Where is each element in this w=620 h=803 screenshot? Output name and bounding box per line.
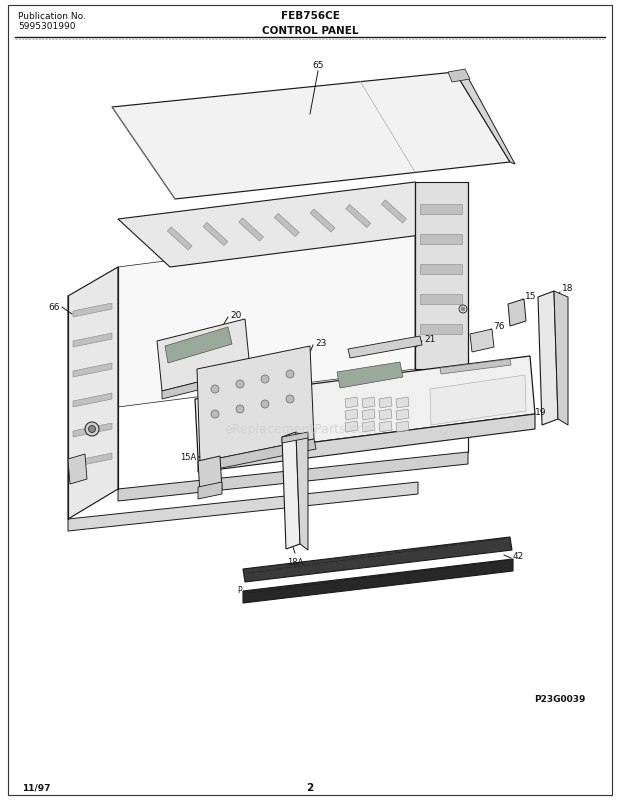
Circle shape xyxy=(261,376,269,384)
Polygon shape xyxy=(396,397,409,409)
Polygon shape xyxy=(362,410,375,421)
Polygon shape xyxy=(165,328,232,364)
Text: 18: 18 xyxy=(562,284,574,293)
Polygon shape xyxy=(470,329,494,353)
Polygon shape xyxy=(345,410,358,421)
Circle shape xyxy=(85,422,99,437)
Text: FEB756CE: FEB756CE xyxy=(281,11,339,21)
Polygon shape xyxy=(448,70,470,83)
Polygon shape xyxy=(73,333,112,348)
Polygon shape xyxy=(200,439,316,472)
Polygon shape xyxy=(396,422,409,433)
Circle shape xyxy=(211,410,219,418)
Text: 21: 21 xyxy=(424,335,435,344)
Text: eReplacementParts.com: eReplacementParts.com xyxy=(224,423,376,436)
Polygon shape xyxy=(538,291,558,426)
Polygon shape xyxy=(157,320,250,392)
Polygon shape xyxy=(379,397,392,409)
Polygon shape xyxy=(243,560,513,603)
Polygon shape xyxy=(73,364,112,377)
Polygon shape xyxy=(162,369,250,400)
Polygon shape xyxy=(440,360,511,374)
Polygon shape xyxy=(68,267,118,520)
Text: CONTROL PANEL: CONTROL PANEL xyxy=(262,26,358,36)
Text: 65: 65 xyxy=(312,61,324,70)
Polygon shape xyxy=(396,410,409,421)
Polygon shape xyxy=(345,422,358,433)
Polygon shape xyxy=(118,183,468,267)
Circle shape xyxy=(236,381,244,389)
Polygon shape xyxy=(282,433,308,443)
Polygon shape xyxy=(112,73,510,200)
Text: 19: 19 xyxy=(535,408,546,417)
Polygon shape xyxy=(68,483,418,532)
Text: 20: 20 xyxy=(230,311,241,320)
Polygon shape xyxy=(345,397,358,409)
Polygon shape xyxy=(203,223,228,247)
Polygon shape xyxy=(420,265,462,275)
Circle shape xyxy=(261,401,269,409)
Polygon shape xyxy=(554,291,568,426)
Polygon shape xyxy=(420,205,462,214)
Polygon shape xyxy=(310,210,335,233)
Polygon shape xyxy=(420,324,462,335)
Text: 42: 42 xyxy=(513,552,525,560)
Text: 5995301990: 5995301990 xyxy=(18,22,76,31)
Polygon shape xyxy=(381,201,406,224)
Text: 15A: 15A xyxy=(180,453,196,462)
Text: 2: 2 xyxy=(306,782,314,792)
Text: 23: 23 xyxy=(315,339,326,348)
Polygon shape xyxy=(275,214,299,238)
Circle shape xyxy=(236,406,244,414)
Polygon shape xyxy=(243,537,512,582)
Polygon shape xyxy=(420,295,462,304)
Polygon shape xyxy=(198,414,535,472)
Circle shape xyxy=(211,385,219,393)
Polygon shape xyxy=(198,483,222,499)
Polygon shape xyxy=(197,347,314,463)
Polygon shape xyxy=(118,230,415,407)
Polygon shape xyxy=(118,452,468,501)
Polygon shape xyxy=(379,422,392,433)
Polygon shape xyxy=(362,397,375,409)
Polygon shape xyxy=(415,183,468,369)
Polygon shape xyxy=(195,357,535,458)
Text: 11/97: 11/97 xyxy=(22,783,50,792)
Polygon shape xyxy=(167,227,192,251)
Polygon shape xyxy=(348,336,422,359)
Polygon shape xyxy=(73,393,112,407)
Polygon shape xyxy=(296,433,308,550)
Polygon shape xyxy=(337,362,403,389)
Circle shape xyxy=(461,308,465,312)
Text: P: P xyxy=(237,585,242,595)
Polygon shape xyxy=(430,376,526,426)
Polygon shape xyxy=(420,234,462,245)
Polygon shape xyxy=(73,423,112,438)
Polygon shape xyxy=(73,304,112,318)
Polygon shape xyxy=(198,456,222,495)
Polygon shape xyxy=(455,73,515,165)
Circle shape xyxy=(286,396,294,403)
Polygon shape xyxy=(346,206,371,228)
Text: 18A: 18A xyxy=(287,557,303,566)
Text: 76: 76 xyxy=(493,322,505,331)
Text: Publication No.: Publication No. xyxy=(18,12,86,21)
Polygon shape xyxy=(379,410,392,421)
Text: P23G0039: P23G0039 xyxy=(534,695,586,703)
Circle shape xyxy=(89,426,95,433)
Polygon shape xyxy=(508,300,526,327)
Polygon shape xyxy=(73,454,112,467)
Polygon shape xyxy=(239,218,264,242)
Text: 66: 66 xyxy=(48,303,60,312)
Text: 15: 15 xyxy=(525,292,536,301)
Polygon shape xyxy=(68,454,87,484)
Polygon shape xyxy=(362,422,375,433)
Circle shape xyxy=(286,370,294,378)
Polygon shape xyxy=(282,433,300,549)
